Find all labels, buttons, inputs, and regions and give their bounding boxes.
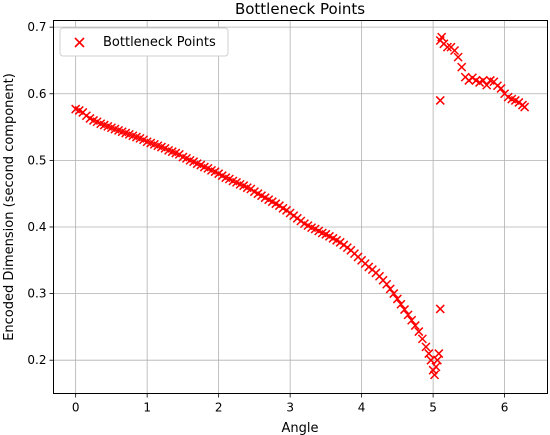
y-tick-label: 0.3 xyxy=(27,287,46,301)
scatter-point xyxy=(389,289,399,299)
grid-layer xyxy=(53,20,548,394)
scatter-point xyxy=(437,32,447,42)
legend-marker xyxy=(74,37,85,48)
scatter-point xyxy=(399,305,410,315)
scatter-point xyxy=(450,45,460,56)
scatter-point xyxy=(435,304,445,314)
scatter-point xyxy=(482,80,492,90)
scatter-point xyxy=(385,284,395,294)
legend: Bottleneck Points xyxy=(59,27,229,57)
plot-area xyxy=(53,20,548,394)
scatter-point xyxy=(496,83,506,93)
x-tick-label: 0 xyxy=(72,401,80,415)
x-tick-label: 4 xyxy=(358,401,366,415)
scatter-point xyxy=(434,349,444,359)
x-tick-label: 3 xyxy=(286,401,294,415)
scatter-point xyxy=(421,342,431,352)
scatter-point xyxy=(432,355,442,365)
chart-title: Bottleneck Points xyxy=(235,0,365,18)
scatter-point xyxy=(410,321,420,331)
scatter-point xyxy=(392,294,402,304)
scatter-point xyxy=(396,299,406,309)
y-axis-title: Encoded Dimension (second component) xyxy=(2,73,17,341)
y-tick-label: 0.7 xyxy=(27,20,46,34)
y-tick-label: 0.5 xyxy=(27,153,46,167)
x-tick-label: 1 xyxy=(143,401,151,415)
scatter-point xyxy=(457,62,467,72)
y-tick-label: 0.2 xyxy=(27,353,46,367)
scatter-point xyxy=(431,362,441,372)
scatter-point xyxy=(417,334,427,344)
plot-frame xyxy=(53,20,548,394)
scatter-point xyxy=(414,327,424,337)
ticks-layer: 0 1 2 3 4 5 6 0.2 0.3 0.4 0.5 0.6 0.7 xyxy=(27,20,508,414)
y-tick-label: 0.6 xyxy=(27,87,46,101)
scatter-point xyxy=(435,95,445,105)
points-layer xyxy=(71,32,530,380)
scatter-point xyxy=(520,102,530,112)
y-tick-label: 0.4 xyxy=(27,220,46,234)
x-tick-label: 6 xyxy=(501,401,509,415)
x-axis-title: Angle xyxy=(282,421,319,435)
scatter-point xyxy=(430,370,440,380)
scatter-point xyxy=(453,52,463,62)
scatter-point xyxy=(407,315,417,325)
legend-box xyxy=(59,27,229,57)
scatter-point xyxy=(426,355,436,365)
scatter-point xyxy=(478,75,488,85)
scatter-point xyxy=(382,279,392,289)
scatter-point xyxy=(424,349,434,359)
x-tick-label: 5 xyxy=(429,401,437,415)
x-tick-label: 2 xyxy=(215,401,223,415)
scatter-point xyxy=(442,42,452,52)
legend-label: Bottleneck Points xyxy=(103,35,216,50)
scatter-point xyxy=(403,310,413,320)
